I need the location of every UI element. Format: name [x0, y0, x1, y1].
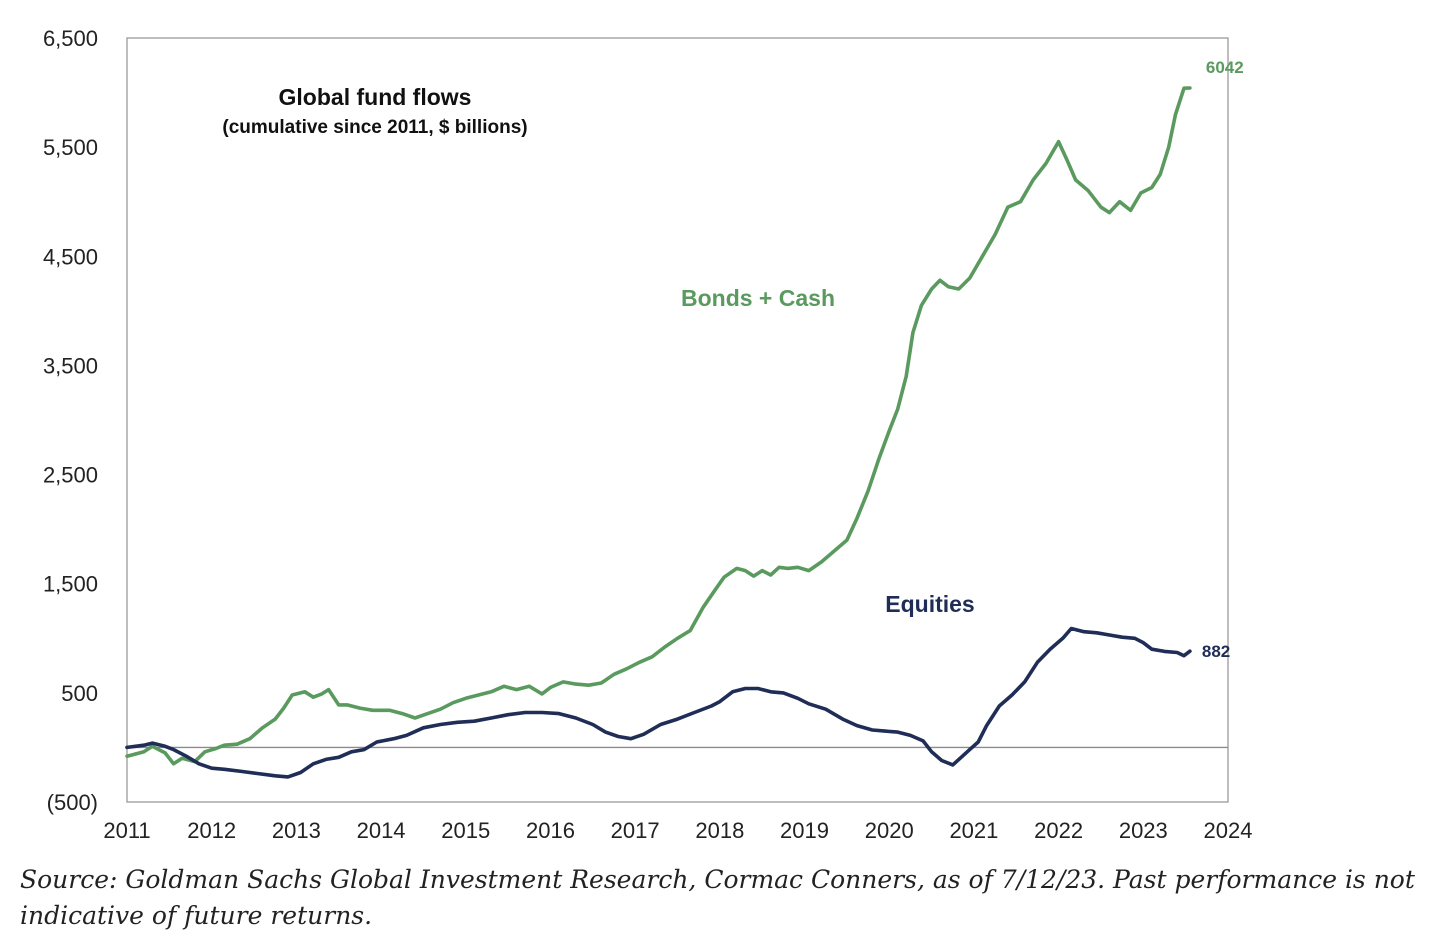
x-tick-label: 2015	[441, 818, 490, 843]
end-value-label-bonds-cash: 6042	[1206, 58, 1244, 77]
chart-subtitle: (cumulative since 2011, $ billions)	[222, 117, 527, 138]
series-lines: 6042 882	[125, 58, 1244, 779]
x-tick-label: 2020	[865, 818, 914, 843]
x-tick-label: 2019	[780, 818, 829, 843]
x-tick-label: 2012	[187, 818, 236, 843]
series-line-equities	[125, 626, 1192, 779]
chart-title: Global fund flows	[279, 84, 472, 110]
x-tick-label: 2021	[949, 818, 998, 843]
x-tick-label: 2014	[357, 818, 406, 843]
chart-labels: Global fund flows (cumulative since 2011…	[222, 84, 974, 617]
y-tick-label: 500	[61, 681, 98, 706]
y-tick-label: 4,500	[43, 244, 98, 269]
axes: (500) 500 1,500 2,500 3,500 4,500 5,500 6,500 20…	[43, 26, 1253, 843]
series-label-equities: Equities	[885, 591, 974, 617]
source-note: Source: Goldman Sachs Global Investment …	[20, 865, 1415, 930]
y-tick-label: 5,500	[43, 135, 98, 160]
x-tick-label: 2013	[272, 818, 321, 843]
series-label-bonds-cash: Bonds + Cash	[681, 285, 835, 311]
end-value-label-equities: 882	[1202, 642, 1230, 661]
y-tick-label: (500)	[47, 790, 98, 815]
series-line-bonds-cash	[125, 86, 1192, 766]
plot-frame	[126, 37, 1229, 803]
y-tick-label: 3,500	[43, 353, 98, 378]
x-tick-label: 2011	[103, 818, 150, 843]
y-tick-label: 6,500	[43, 26, 98, 51]
x-tick-label: 2017	[611, 818, 660, 843]
x-tick-label: 2022	[1034, 818, 1083, 843]
x-tick-label: 2023	[1119, 818, 1168, 843]
x-tick-label: 2016	[526, 818, 575, 843]
y-tick-label: 2,500	[43, 463, 98, 488]
y-tick-label: 1,500	[43, 572, 98, 597]
x-tick-label: 2024	[1204, 818, 1253, 843]
fund-flows-chart: (500) 500 1,500 2,500 3,500 4,500 5,500 6,500 20…	[43, 26, 1253, 843]
x-tick-label: 2018	[695, 818, 744, 843]
